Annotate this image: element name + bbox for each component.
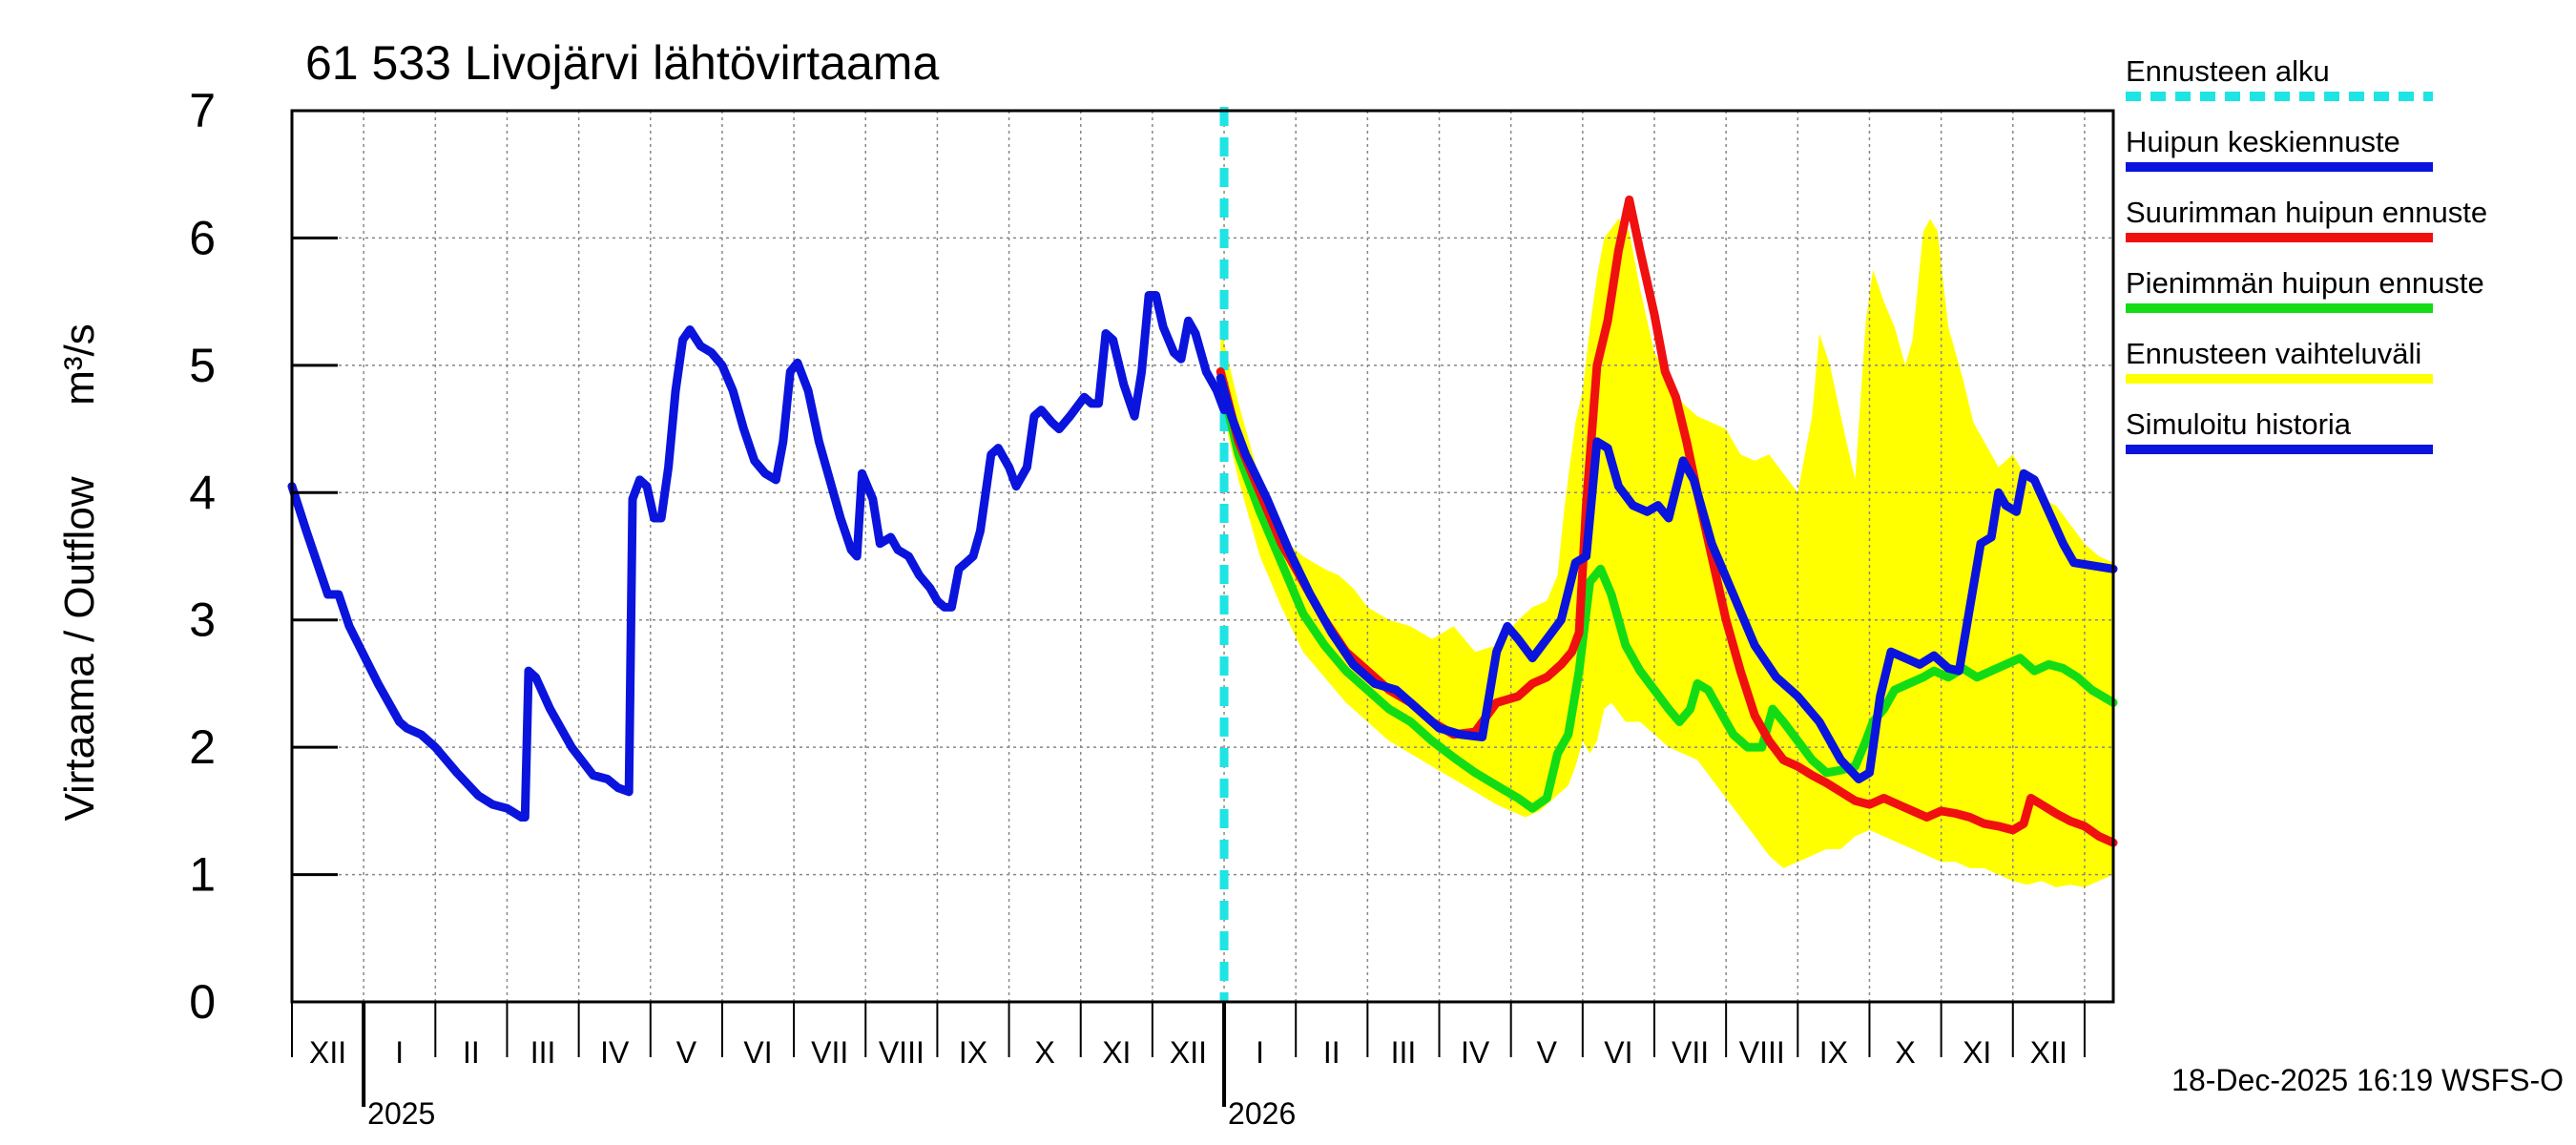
x-month-label: V [676, 1035, 697, 1070]
x-year-label: 2026 [1228, 1096, 1296, 1131]
x-year-label: 2025 [367, 1096, 435, 1131]
x-month-label: VI [1604, 1035, 1632, 1070]
legend-label: Suurimman huipun ennuste [2126, 196, 2487, 229]
legend-label: Ennusteen vaihteluväli [2126, 337, 2421, 370]
x-month-label: XII [309, 1035, 346, 1070]
x-month-label: I [395, 1035, 404, 1070]
plot-frame [290, 109, 2115, 1004]
y-tick-label: 5 [189, 339, 216, 392]
forecast-range-layer [1220, 219, 2113, 887]
x-month-label: IV [1461, 1035, 1490, 1070]
x-month-label: VII [1672, 1035, 1709, 1070]
x-month-label: III [530, 1035, 556, 1070]
x-month-label: II [463, 1035, 480, 1070]
y-axis-label: Virtaama / Outflow [56, 476, 103, 821]
series-line-history [287, 291, 1229, 822]
legend: Ennusteen alku Huipun keskiennuste Suurimm… [2126, 54, 2487, 454]
x-month-label: IX [959, 1035, 987, 1070]
x-month-label: X [1895, 1035, 1915, 1070]
x-month-label: V [1537, 1035, 1558, 1070]
legend-label: Huipun keskiennuste [2126, 125, 2400, 158]
y-axis-unit: m³/s [56, 323, 103, 406]
x-month-label: VIII [879, 1035, 924, 1070]
y-tick-label: 6 [189, 211, 216, 264]
series-layer [287, 107, 2118, 1002]
x-month-label: II [1323, 1035, 1340, 1070]
x-month-label: IV [600, 1035, 630, 1070]
x-month-label: VI [743, 1035, 772, 1070]
legend-label: Ennusteen alku [2126, 54, 2330, 88]
x-month-label: VIII [1739, 1035, 1785, 1070]
x-month-label: XII [2030, 1035, 2067, 1070]
legend-label: Pienimmän huipun ennuste [2126, 266, 2484, 300]
y-tick-label: 1 [189, 848, 216, 902]
forecast-range-band [1220, 219, 2113, 887]
x-month-label: I [1256, 1035, 1264, 1070]
y-tick-label: 3 [189, 593, 216, 647]
x-month-label: XI [1963, 1035, 1991, 1070]
series-line-mean [1215, 373, 2118, 783]
timestamp: 18-Dec-2025 16:19 WSFS-O [2171, 1063, 2564, 1097]
y-tick-label: 0 [189, 975, 216, 1029]
x-month-label: VII [811, 1035, 848, 1070]
grid-layer [292, 110, 2113, 1002]
legend-label: Simuloitu historia [2126, 407, 2352, 441]
x-month-label: XII [1170, 1035, 1207, 1070]
chart-title: 61 533 Livojärvi lähtövirtaama [305, 36, 939, 90]
x-month-label: XI [1102, 1035, 1131, 1070]
x-month-label: III [1391, 1035, 1417, 1070]
x-month-label: X [1034, 1035, 1054, 1070]
x-month-label: IX [1819, 1035, 1848, 1070]
y-tick-label: 7 [189, 84, 216, 137]
y-tick-label: 4 [189, 466, 216, 519]
y-tick-label: 2 [189, 720, 216, 774]
